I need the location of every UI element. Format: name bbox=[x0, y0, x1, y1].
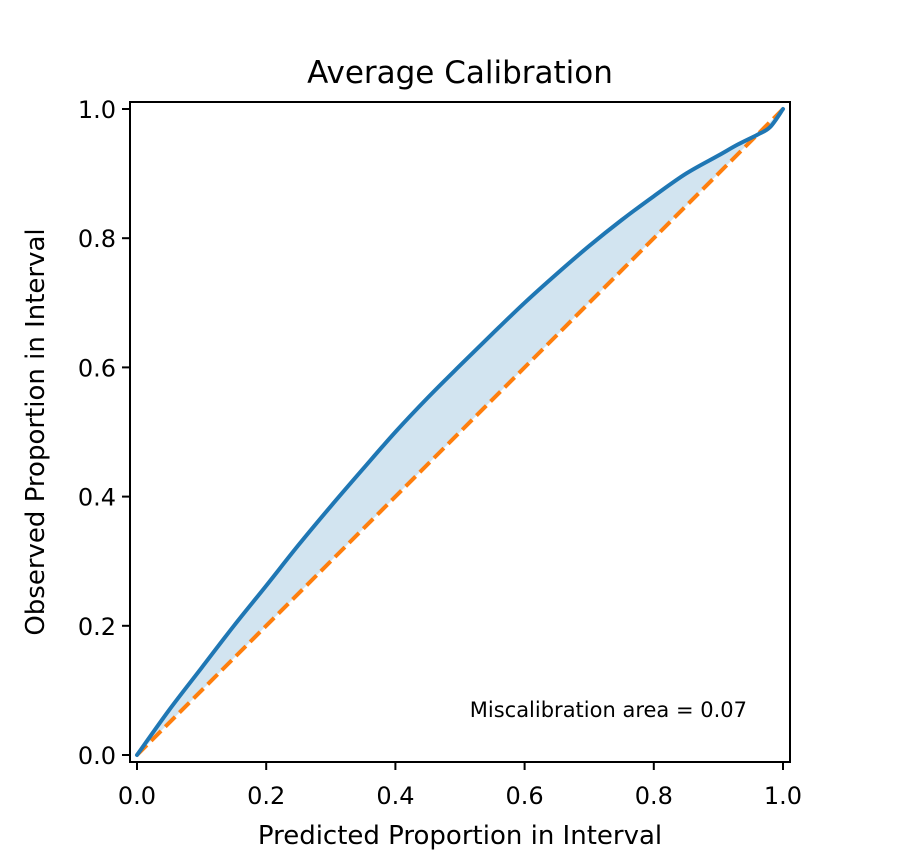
plot-frame bbox=[129, 101, 791, 763]
chart-title: Average Calibration bbox=[307, 55, 613, 91]
y-axis-label: Observed Proportion in Interval bbox=[21, 228, 51, 635]
y-tick-label: 0.8 bbox=[78, 225, 116, 253]
y-tick-label: 0.2 bbox=[78, 613, 116, 641]
miscalibration-annotation: Miscalibration area = 0.07 bbox=[470, 698, 747, 722]
x-tick-label: 0.0 bbox=[118, 782, 156, 810]
x-axis-label: Predicted Proportion in Interval bbox=[258, 821, 662, 851]
ideal-calibration-line bbox=[135, 107, 785, 757]
x-tick-label: 0.8 bbox=[635, 782, 673, 810]
y-tick-label: 0.6 bbox=[78, 354, 116, 382]
y-tick-label: 1.0 bbox=[78, 96, 116, 124]
plot-layer: 0.0 0.2 0.4 0.6 0.8 1.0 0.0 0.2 0.4 0.6 0.8 1.0 bbox=[78, 96, 802, 810]
x-tick-label: 0.4 bbox=[376, 782, 414, 810]
x-tick-label: 0.6 bbox=[506, 782, 544, 810]
y-tick-label: 0.0 bbox=[78, 742, 116, 770]
x-tick-label: 1.0 bbox=[764, 782, 802, 810]
x-tick-label: 0.2 bbox=[247, 782, 285, 810]
calibration-curve-line bbox=[135, 107, 785, 757]
y-tick-label: 0.4 bbox=[78, 484, 116, 512]
